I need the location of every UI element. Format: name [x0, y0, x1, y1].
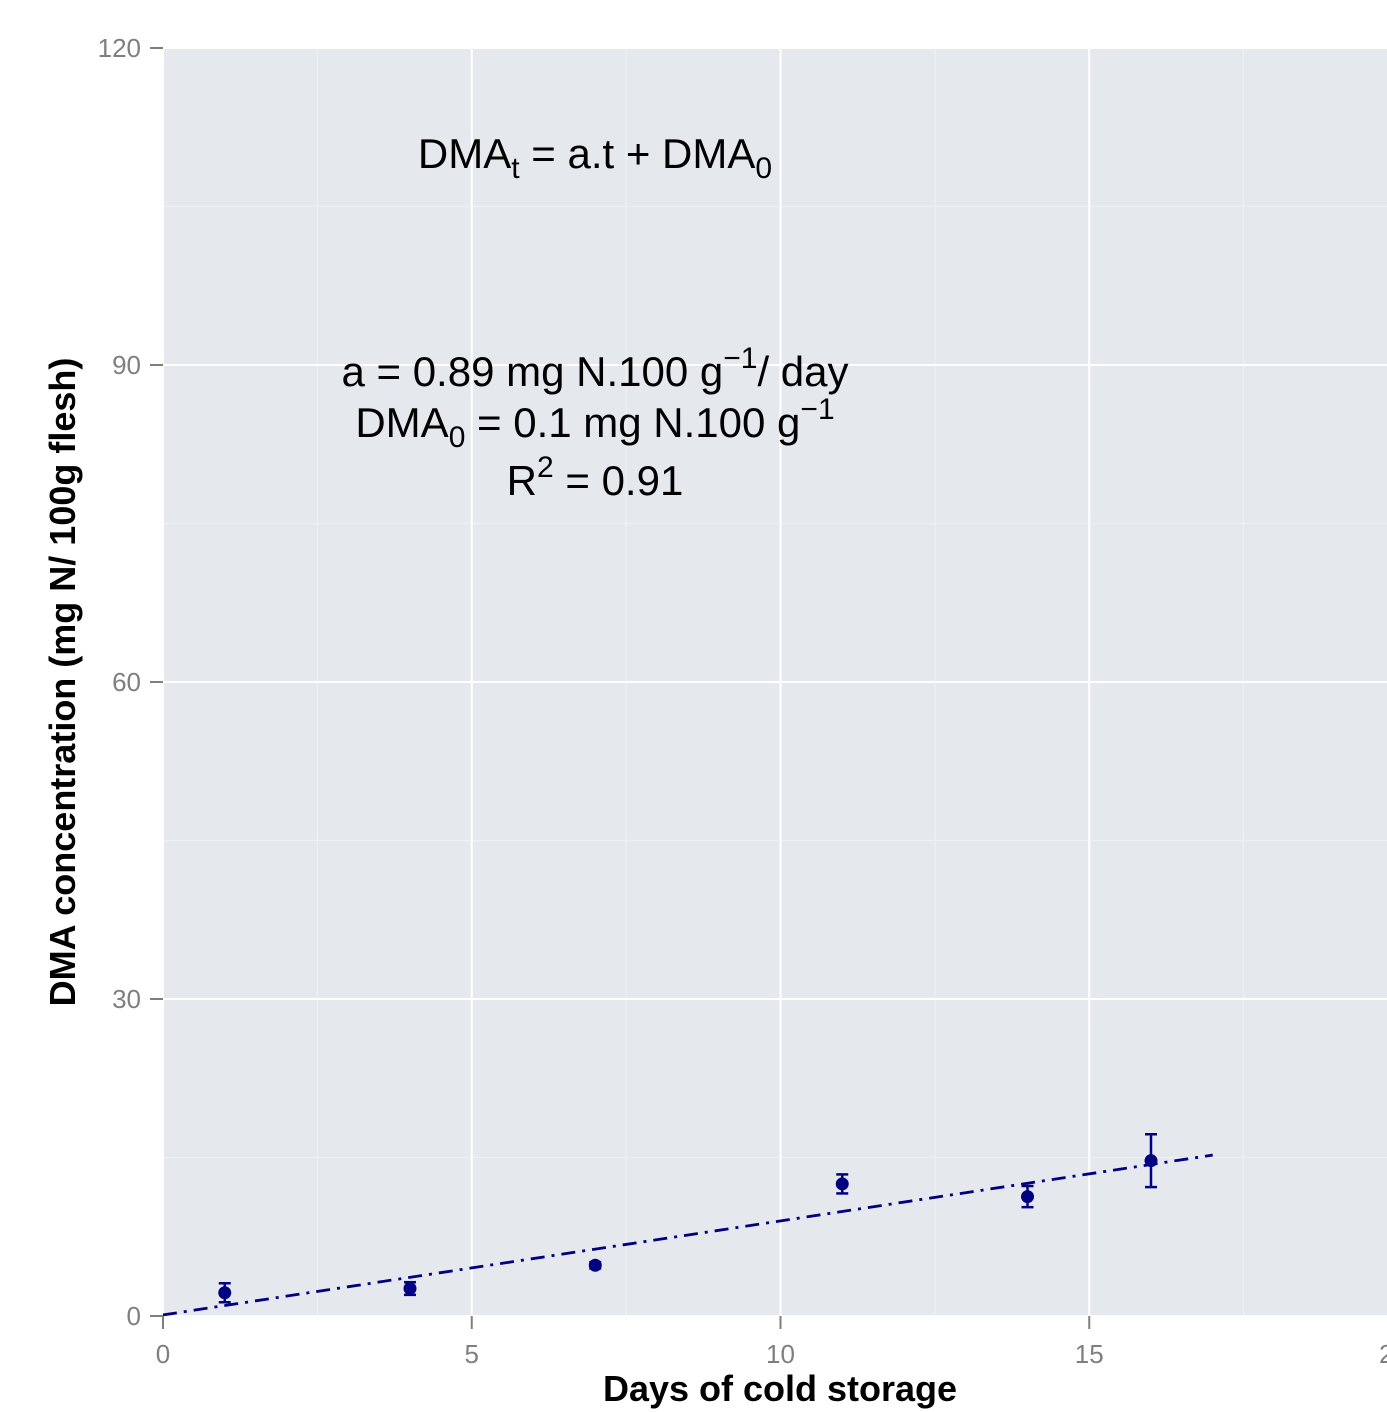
x-axis-title: Days of cold storage	[603, 1368, 957, 1409]
x-tick-label: 0	[156, 1339, 170, 1369]
data-point-group	[218, 1281, 232, 1304]
y-axis-title: DMA concentration (mg N/ 100g flesh)	[42, 358, 83, 1007]
intercept-sup: −1	[800, 393, 834, 426]
fit-line	[162, 1153, 1213, 1317]
r-squared-annotation: R2 = 0.91	[507, 451, 684, 504]
y-tick-label: 60	[112, 667, 141, 697]
data-point-group	[835, 1173, 849, 1195]
intercept-annotation: DMA0 = 0.1 mg N.100 g−1	[355, 393, 834, 454]
fit-line-layer	[162, 1153, 1213, 1317]
x-tick-label: 5	[465, 1339, 479, 1369]
data-point-group	[403, 1280, 417, 1297]
data-point	[1021, 1190, 1034, 1204]
data-point	[835, 1177, 849, 1191]
r-squared-sup: 2	[537, 451, 554, 484]
data-point-group	[1021, 1184, 1034, 1209]
intercept-mid: = 0.1 mg N.100 g	[465, 399, 800, 446]
data-point	[218, 1286, 232, 1300]
y-tick-label: 90	[112, 350, 141, 380]
y-tick-label: 30	[112, 984, 141, 1014]
equation-lhs: DMA	[418, 130, 511, 177]
slope-sup: −1	[723, 342, 757, 375]
equation-eq: =	[520, 130, 568, 177]
data-point	[403, 1282, 417, 1296]
y-tick-label: 0	[127, 1301, 141, 1331]
r-squared-post: = 0.91	[554, 457, 684, 504]
slope-unit: / day	[757, 348, 848, 395]
x-tick-label: 15	[1075, 1339, 1104, 1369]
r-squared-pre: R	[507, 457, 537, 504]
equation-rhs-sub: 0	[755, 152, 772, 185]
data-points-layer	[218, 1133, 1158, 1304]
data-point	[588, 1258, 602, 1272]
equation-mid: a.t + DMA	[567, 130, 755, 177]
data-point-group	[588, 1258, 602, 1272]
intercept-sub: 0	[449, 421, 466, 454]
x-tick-label: 10	[766, 1339, 795, 1369]
major-gridlines	[162, 47, 1387, 1317]
data-point	[1144, 1154, 1158, 1168]
data-point-group	[1144, 1133, 1158, 1189]
slope-annotation: a = 0.89 mg N.100 g−1/ day	[341, 342, 848, 395]
slope-text: a = 0.89 mg N.100 g	[341, 348, 723, 395]
model-equation: DMAt = a.t + DMA0	[418, 130, 772, 185]
equation-lhs-sub: t	[511, 152, 520, 185]
y-tick-label: 120	[98, 33, 141, 63]
intercept-pre: DMA	[355, 399, 448, 446]
x-tick-label: 2	[1379, 1339, 1387, 1369]
axes-layer: 0 30 60 90 120 0 5 10 15 2	[98, 33, 1387, 1369]
